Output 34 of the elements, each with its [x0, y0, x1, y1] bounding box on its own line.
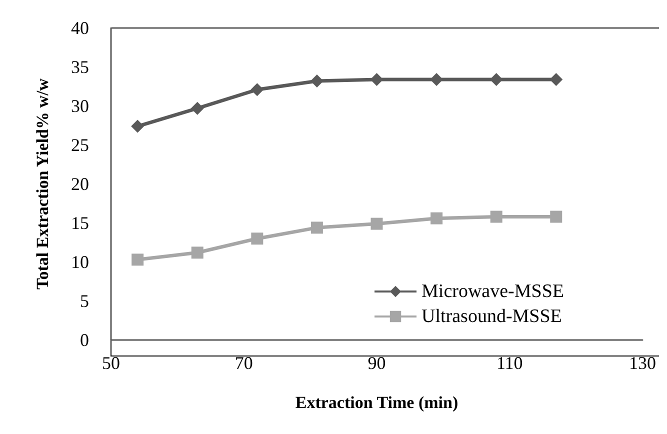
point [430, 212, 443, 224]
point [310, 222, 323, 234]
y-tick-label: 30 [71, 96, 89, 116]
x-tick-label: 70 [234, 353, 253, 373]
x-tick-label: 110 [496, 353, 523, 373]
y-tick-label: 35 [71, 57, 89, 77]
y-axis-title: Total Extraction Yield% w/w [33, 78, 52, 290]
point [310, 74, 324, 88]
legend-label: Microwave-MSSE [422, 281, 564, 302]
y-tick-label: 40 [71, 18, 89, 38]
point [430, 72, 444, 86]
point [190, 102, 204, 115]
legend-label: Ultrasound-MSSE [422, 306, 562, 327]
x-tick-label: 50 [102, 353, 120, 373]
y-tick-label: 10 [71, 252, 89, 272]
point [191, 246, 204, 259]
x-axis-title: Extraction Time (min) [295, 393, 458, 412]
point [490, 72, 503, 86]
y-tick-label: 25 [71, 135, 89, 155]
point [250, 83, 264, 96]
point [490, 210, 502, 223]
point [131, 120, 144, 133]
point [370, 72, 384, 86]
point [550, 72, 563, 86]
x-tick-label: 90 [368, 353, 386, 373]
y-tick-label: 0 [80, 330, 89, 350]
point [132, 254, 144, 266]
y-tick-label: 20 [71, 174, 89, 194]
point [251, 232, 264, 245]
point [550, 210, 562, 223]
x-tick-label: 130 [629, 353, 656, 373]
y-tick-label: 5 [80, 291, 89, 311]
point [370, 218, 383, 230]
y-tick-label: 15 [71, 213, 89, 233]
